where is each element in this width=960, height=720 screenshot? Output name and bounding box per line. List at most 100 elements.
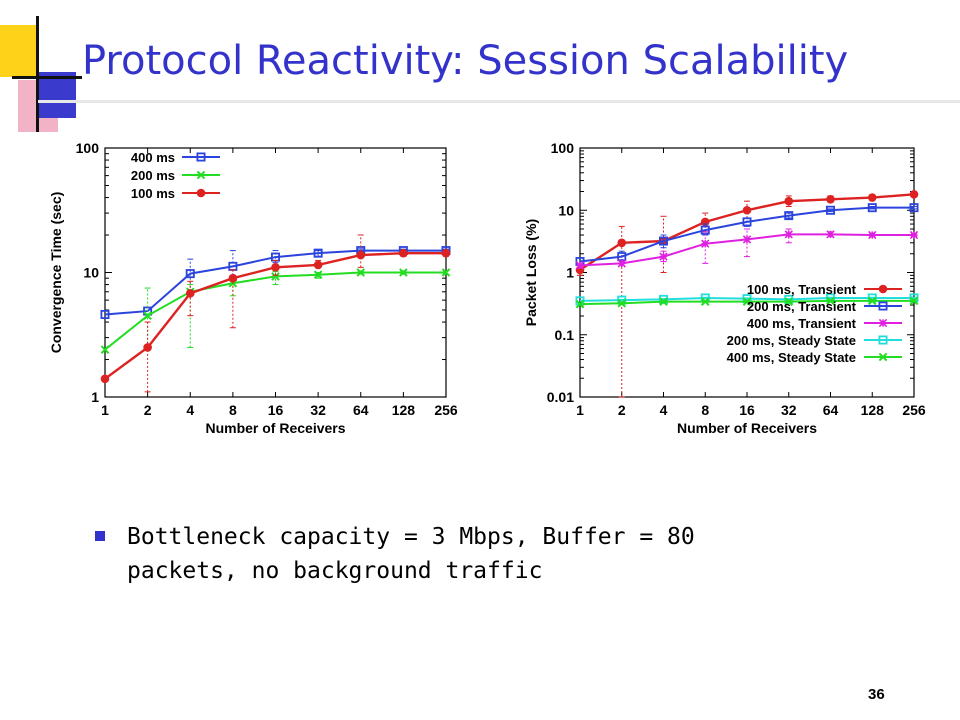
data-point — [313, 248, 323, 258]
data-point — [658, 236, 668, 246]
data-point — [185, 289, 195, 298]
data-point — [826, 296, 835, 306]
data-point — [313, 260, 323, 270]
x-axis-label: Number of Receivers — [677, 420, 817, 436]
legend-marker — [878, 335, 888, 345]
bullet-text: Bottleneck capacity = 3 Mbps, Buffer = 8… — [127, 524, 695, 584]
bullet-square-icon — [95, 531, 105, 541]
data-point — [143, 343, 152, 352]
data-point — [909, 203, 919, 213]
y-axis-label: Packet Loss (%) — [523, 219, 539, 326]
series-4 — [575, 296, 919, 309]
page-number: 36 — [868, 686, 885, 703]
deco-yellow-square — [0, 25, 38, 77]
data-point — [100, 345, 110, 354]
x-tick-label: 16 — [739, 402, 755, 418]
legend-label: 200 ms, Transient — [747, 299, 857, 314]
y-axis-label: Convergence Time (sec) — [48, 192, 64, 354]
data-point — [867, 193, 877, 202]
data-point — [659, 252, 668, 261]
y-tick-label: 10 — [83, 265, 99, 281]
data-point — [575, 299, 585, 309]
legend-marker — [878, 284, 888, 294]
data-point — [867, 203, 877, 213]
data-point — [356, 268, 366, 277]
series-2 — [575, 228, 919, 270]
deco-blue-square — [38, 72, 76, 118]
data-point — [826, 194, 835, 204]
data-point — [742, 235, 752, 244]
data-point — [313, 270, 323, 280]
x-tick-label: 32 — [781, 402, 797, 418]
data-point — [617, 238, 627, 248]
title-underline — [38, 100, 960, 103]
data-point — [742, 217, 752, 227]
legend-label: 100 ms — [131, 186, 175, 201]
series-1 — [100, 268, 451, 354]
x-tick-label: 1 — [576, 402, 584, 418]
data-point — [617, 259, 626, 268]
data-point — [701, 239, 710, 248]
x-tick-label: 8 — [701, 402, 709, 418]
data-point — [784, 297, 794, 306]
data-point — [271, 272, 280, 281]
legend-marker — [878, 352, 888, 362]
x-tick-label: 1 — [101, 402, 109, 418]
y-tick-label: 0.01 — [547, 389, 574, 405]
x-tick-label: 2 — [618, 402, 626, 418]
data-point — [100, 309, 110, 319]
data-point — [441, 268, 451, 277]
data-point — [909, 296, 919, 306]
data-point — [185, 269, 195, 279]
x-tick-label: 4 — [660, 402, 668, 418]
x-tick-label: 128 — [392, 402, 416, 418]
data-point — [825, 205, 835, 215]
data-point — [228, 273, 238, 283]
deco-horizontal-line — [12, 76, 82, 79]
data-point — [659, 297, 668, 306]
data-point — [867, 296, 877, 306]
y-tick-label: 10 — [558, 202, 574, 218]
data-point — [909, 190, 919, 199]
legend-marker — [196, 170, 206, 180]
legend-label: 100 ms, Transient — [747, 282, 857, 297]
legend-label: 400 ms, Transient — [747, 316, 857, 331]
legend-marker — [196, 188, 206, 198]
data-point — [826, 230, 835, 239]
series-1 — [575, 203, 919, 267]
x-tick-label: 32 — [310, 402, 326, 418]
data-point — [784, 211, 794, 221]
x-tick-label: 256 — [434, 402, 458, 418]
series-line — [579, 206, 914, 263]
x-axis-label: Number of Receivers — [205, 420, 345, 436]
legend-marker — [196, 152, 206, 162]
series-0 — [100, 246, 451, 319]
data-point — [399, 248, 408, 258]
data-point — [868, 230, 877, 240]
legend-marker — [878, 301, 888, 311]
legend-label: 200 ms — [131, 168, 175, 183]
bullet-list: Bottleneck capacity = 3 Mbps, Buffer = 8… — [95, 520, 815, 588]
convergence-time-chart: 1 2 4 8 16 32 64 128 256 1 10 100 Number of Receiver… — [48, 140, 458, 436]
legend-label: 400 ms — [131, 150, 175, 165]
data-point — [784, 196, 794, 206]
y-tick-label: 0.1 — [555, 327, 575, 343]
data-point — [784, 230, 793, 239]
legend-label: 400 ms, Steady State — [727, 350, 856, 365]
x-tick-label: 8 — [229, 402, 237, 418]
data-point — [100, 374, 110, 384]
series-2 — [100, 234, 451, 393]
data-point — [399, 268, 408, 277]
deco-vertical-line — [36, 16, 39, 132]
y-tick-label: 100 — [551, 140, 575, 156]
data-point — [617, 298, 627, 308]
packet-loss-chart: 1 2 4 8 16 32 64 128 256 0.01 0.1 1 10 100 Number of R… — [523, 140, 926, 436]
x-tick-label: 2 — [144, 402, 152, 418]
y-tick-label: 1 — [566, 265, 574, 281]
data-point — [271, 263, 280, 272]
series-line — [104, 249, 446, 316]
y-tick-label: 100 — [76, 140, 100, 156]
x-tick-label: 64 — [823, 402, 839, 418]
x-tick-label: 256 — [902, 402, 926, 418]
data-point — [356, 250, 366, 260]
